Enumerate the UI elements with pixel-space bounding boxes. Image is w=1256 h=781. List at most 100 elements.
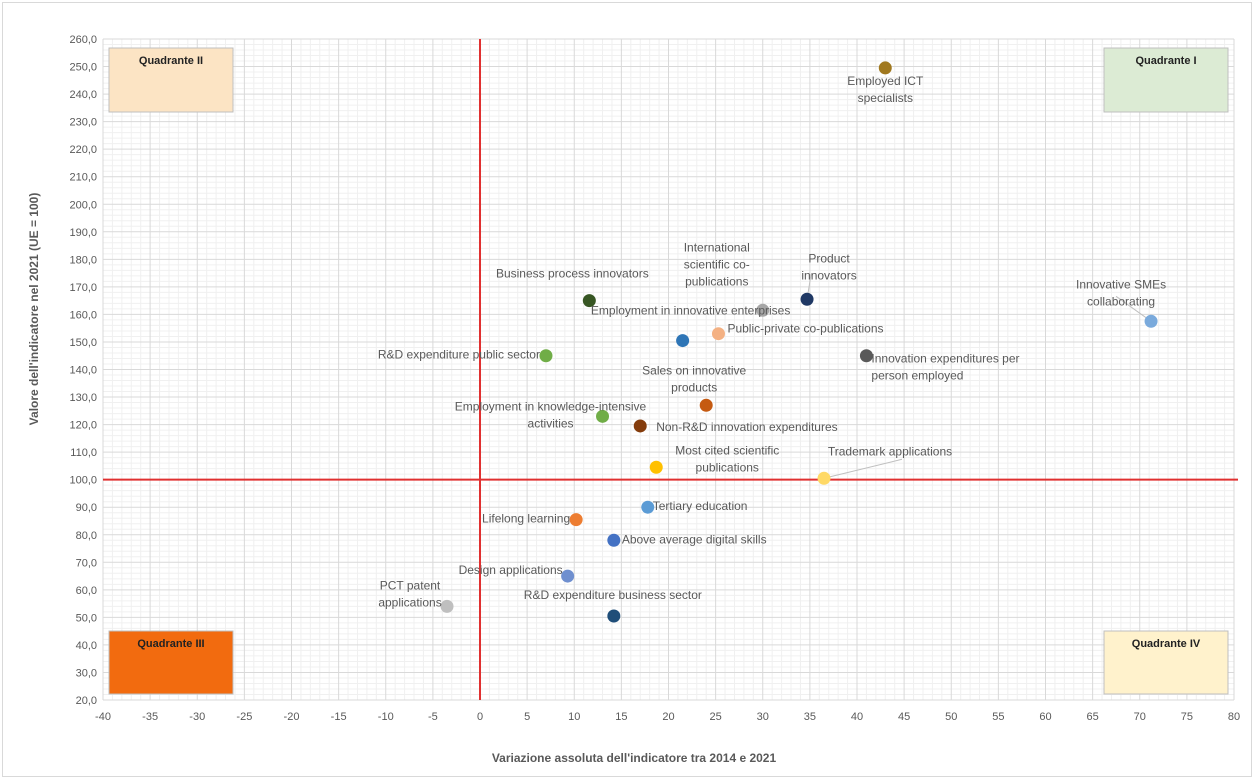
data-point <box>539 349 553 363</box>
x-tick-label: 50 <box>945 711 957 723</box>
point-label-line: Product <box>808 251 850 265</box>
data-points <box>440 61 1158 623</box>
y-tick-label: 80,0 <box>76 530 97 542</box>
point-label: Public-private co-publications <box>727 322 883 336</box>
point-label-line: Most cited scientific <box>675 443 779 457</box>
x-tick-label: -5 <box>428 711 438 723</box>
data-point <box>699 398 713 412</box>
point-label-line: Above average digital skills <box>622 532 767 546</box>
data-point <box>1144 314 1158 328</box>
point-label-line: innovators <box>801 268 856 282</box>
y-tick-label: 240,0 <box>69 89 97 101</box>
point-label-line: scientific co- <box>684 257 750 271</box>
x-tick-label: 75 <box>1181 711 1193 723</box>
x-tick-label: -20 <box>284 711 300 723</box>
x-tick-label: 30 <box>757 711 769 723</box>
y-tick-label: 200,0 <box>69 199 97 211</box>
quadrant-box <box>1103 630 1229 695</box>
major-gridlines <box>102 38 1235 701</box>
x-tick-label: 65 <box>1087 711 1099 723</box>
point-label-line: publications <box>696 460 759 474</box>
quadrant-box <box>108 630 234 695</box>
point-label-line: Tertiary education <box>653 499 748 513</box>
point-label-line: collaborating <box>1087 294 1155 308</box>
point-label-line: applications <box>378 595 441 609</box>
data-point <box>569 513 583 527</box>
x-tick-label: -10 <box>378 711 394 723</box>
data-point <box>440 599 454 613</box>
quadrant-label: Quadrante IV <box>1132 638 1201 650</box>
data-point <box>596 409 610 423</box>
point-label: Trademark applications <box>828 444 952 458</box>
y-tick-label: 100,0 <box>69 475 97 487</box>
point-label-line: R&D expenditure public sector <box>378 348 540 362</box>
data-point <box>633 419 647 433</box>
data-point <box>561 569 575 583</box>
y-tick-label: 190,0 <box>69 227 97 239</box>
point-label-line: Employment in knowledge-intensive <box>455 399 647 413</box>
quadrant-box <box>1103 47 1229 113</box>
x-tick-label: 15 <box>615 711 627 723</box>
y-tick-label: 40,0 <box>76 640 97 652</box>
point-label: Employment in innovative enterprises <box>591 304 790 318</box>
point-label-line: Business process innovators <box>496 267 649 281</box>
y-tick-label: 150,0 <box>69 337 97 349</box>
point-label-line: products <box>671 380 717 394</box>
x-axis-ticks: -40 -35 -30 -25 -20 -15 -10 -5 0 5 10 15 20 25 30 35 40 4… <box>95 711 1240 723</box>
x-tick-label: 5 <box>524 711 530 723</box>
y-tick-label: 70,0 <box>76 557 97 569</box>
point-label: Business process innovators <box>496 267 649 281</box>
y-tick-label: 230,0 <box>69 117 97 129</box>
data-point <box>607 533 621 547</box>
point-label-line: Innovation expenditures per <box>871 352 1019 366</box>
point-label-line: activities <box>528 416 574 430</box>
y-tick-label: 130,0 <box>69 392 97 404</box>
y-tick-label: 140,0 <box>69 365 97 377</box>
x-tick-label: -25 <box>236 711 252 723</box>
y-tick-label: 120,0 <box>69 420 97 432</box>
x-tick-label: -35 <box>142 711 158 723</box>
y-tick-label: 60,0 <box>76 585 97 597</box>
y-tick-label: 210,0 <box>69 172 97 184</box>
y-tick-label: 90,0 <box>76 502 97 514</box>
x-tick-label: 45 <box>898 711 910 723</box>
point-label-line: Employed ICT <box>847 74 924 88</box>
point-label-line: Employment in innovative enterprises <box>591 304 790 318</box>
point-label-line: publications <box>685 274 748 288</box>
x-tick-label: 20 <box>662 711 674 723</box>
point-label: R&D expenditure business sector <box>524 588 702 602</box>
quadrant-label: Quadrante II <box>139 55 203 67</box>
point-label-line: Lifelong learning <box>482 512 570 526</box>
point-label: Most cited scientific publications <box>675 443 779 474</box>
quadrant-label: Quadrante I <box>1135 55 1196 67</box>
x-tick-label: -15 <box>331 711 347 723</box>
point-label: Employed ICT specialists <box>847 74 924 105</box>
point-label: Employment in knowledge-intensive activit… <box>455 399 647 430</box>
reference-lines <box>103 39 1238 700</box>
quadrant-boxes: Quadrante II Quadrante I Quadrante III Quad… <box>108 47 1229 695</box>
data-point <box>756 303 770 317</box>
x-tick-label: 70 <box>1134 711 1146 723</box>
data-point <box>817 471 831 485</box>
x-axis-title: Variazione assoluta dell'indicatore tra … <box>492 751 777 765</box>
x-tick-label: 35 <box>804 711 816 723</box>
data-point <box>800 292 814 306</box>
point-label: International scientific co-publications <box>684 240 750 288</box>
point-label-line: PCT patent <box>380 578 441 592</box>
point-label: R&D expenditure public sector <box>378 348 540 362</box>
y-tick-label: 170,0 <box>69 282 97 294</box>
data-point <box>859 349 873 363</box>
point-label: Sales on innovative products <box>642 363 746 394</box>
point-label: Tertiary education <box>653 499 748 513</box>
data-point <box>582 294 596 308</box>
point-label: PCT patent applications <box>378 578 441 609</box>
point-label: Innovative SMEs collaborating <box>1076 277 1166 308</box>
y-tick-label: 30,0 <box>76 667 97 679</box>
point-label-line: Trademark applications <box>828 444 952 458</box>
x-tick-label: 80 <box>1228 711 1240 723</box>
point-label-line: person employed <box>871 369 963 383</box>
point-label: Innovation expenditures per person employ… <box>871 352 1019 383</box>
data-point <box>641 500 655 514</box>
x-tick-label: 40 <box>851 711 863 723</box>
point-labels: Employed ICT specialists Innovative SMEs co… <box>378 74 1166 609</box>
